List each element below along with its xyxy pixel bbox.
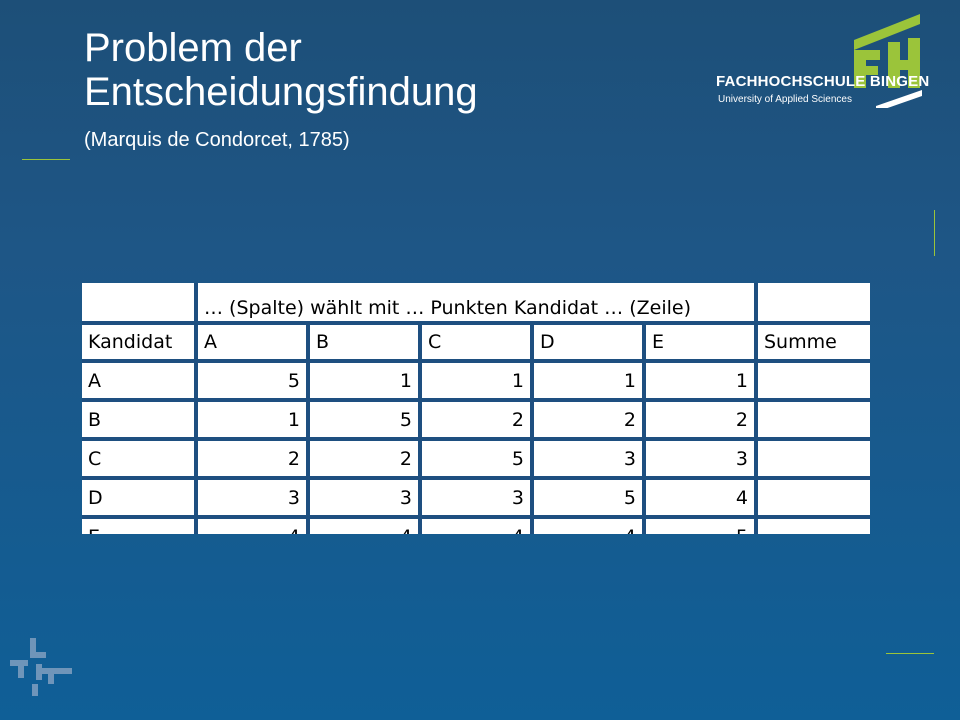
table-row: D 3 3 3 5 4 [82, 480, 870, 519]
table-cell: 2 [534, 402, 646, 441]
table-cell: 1 [198, 402, 310, 441]
table-cell: 5 [646, 519, 758, 534]
sum-cell [758, 480, 870, 519]
sum-cell [758, 441, 870, 480]
column-header-c: C [422, 325, 534, 363]
row-label: D [82, 480, 198, 519]
slide-subtitle: (Marquis de Condorcet, 1785) [84, 129, 350, 151]
table-cell: 3 [646, 441, 758, 480]
table-cell: 4 [310, 519, 422, 534]
table-corner-cell [82, 283, 198, 325]
table-cell: 4 [646, 480, 758, 519]
vote-table-container: … (Spalte) wählt mit … Punkten Kandidat … [82, 283, 870, 534]
table-row: C 2 2 5 3 3 [82, 441, 870, 480]
column-group-header: … (Spalte) wählt mit … Punkten Kandidat … [198, 283, 758, 325]
accent-divider-right-vertical [934, 210, 935, 256]
table-cell: 5 [310, 402, 422, 441]
table-cell: 5 [534, 480, 646, 519]
row-header-label: Kandidat [82, 325, 198, 363]
table-cell: 3 [422, 480, 534, 519]
row-label: A [82, 363, 198, 402]
table-header-row-top: … (Spalte) wählt mit … Punkten Kandidat … [82, 283, 870, 325]
institution-logo: FACHHOCHSCHULE BINGEN University of Appl… [716, 12, 936, 116]
table-cell: 1 [646, 363, 758, 402]
table-row: A 5 1 1 1 1 [82, 363, 870, 402]
table-row: E 4 4 4 4 5 [82, 519, 870, 534]
table-cell: 2 [646, 402, 758, 441]
logo-name: FACHHOCHSCHULE BINGEN [716, 73, 930, 90]
table-cell: 1 [534, 363, 646, 402]
row-label: B [82, 402, 198, 441]
row-label: C [82, 441, 198, 480]
table-cell: 3 [198, 480, 310, 519]
corner-cross-icon [10, 638, 72, 696]
slide-title: Problem der Entscheidungsfindung [84, 26, 478, 114]
column-header-e: E [646, 325, 758, 363]
table-cell: 4 [198, 519, 310, 534]
table-header-row: Kandidat A B C D E Summe [82, 325, 870, 363]
table-row: B 1 5 2 2 2 [82, 402, 870, 441]
table-cell: 2 [422, 402, 534, 441]
column-header-a: A [198, 325, 310, 363]
column-header-d: D [534, 325, 646, 363]
table-cell: 4 [534, 519, 646, 534]
fh-logo-icon [854, 14, 922, 108]
sum-header-top-cell [758, 283, 870, 325]
table-cell: 2 [310, 441, 422, 480]
sum-cell [758, 402, 870, 441]
row-label: E [82, 519, 198, 534]
accent-divider-right-horizontal [886, 653, 934, 654]
sum-cell [758, 363, 870, 402]
table-cell: 1 [422, 363, 534, 402]
accent-divider-left [22, 159, 70, 160]
sum-cell [758, 519, 870, 534]
table-cell: 5 [198, 363, 310, 402]
table-cell: 1 [310, 363, 422, 402]
table-cell: 3 [310, 480, 422, 519]
table-cell: 5 [422, 441, 534, 480]
column-header-b: B [310, 325, 422, 363]
table-cell: 2 [198, 441, 310, 480]
vote-table: … (Spalte) wählt mit … Punkten Kandidat … [82, 283, 870, 534]
table-cell: 4 [422, 519, 534, 534]
table-cell: 3 [534, 441, 646, 480]
sum-header: Summe [758, 325, 870, 363]
logo-subtitle: University of Applied Sciences [718, 94, 852, 105]
